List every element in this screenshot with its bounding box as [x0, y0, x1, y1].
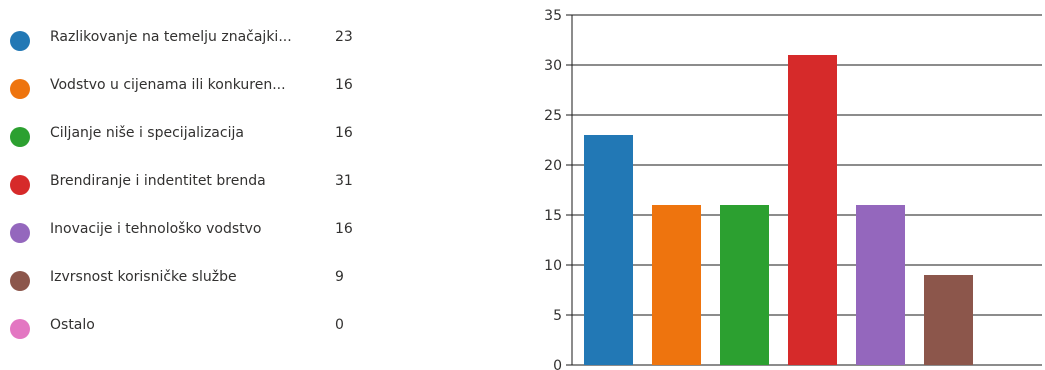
legend-item: Inovacije i tehnološko vodstvo 16: [10, 216, 370, 264]
legend-item: Brendiranje i indentitet brenda 31: [10, 168, 370, 216]
legend-count: 0: [335, 317, 344, 333]
legend-color-dot: [10, 223, 30, 243]
legend-item: Izvrsnost korisničke službe 9: [10, 264, 370, 312]
legend-count: 23: [335, 29, 353, 45]
legend-item: Vodstvo u cijenama ili konkuren... 16: [10, 72, 370, 120]
bar: [652, 205, 701, 365]
bar: [924, 275, 973, 365]
y-tick-label: 10: [544, 258, 562, 274]
legend-count: 16: [335, 77, 353, 93]
y-tick-label: 15: [544, 208, 562, 224]
legend-color-dot: [10, 271, 30, 291]
legend-count: 16: [335, 125, 353, 141]
legend-item: Razlikovanje na temelju značajki... 23: [10, 24, 370, 72]
legend-color-dot: [10, 319, 30, 339]
bar: [856, 205, 905, 365]
bar: [720, 205, 769, 365]
legend-color-dot: [10, 127, 30, 147]
legend-color-dot: [10, 79, 30, 99]
legend-color-dot: [10, 175, 30, 195]
legend-item: Ostalo 0: [10, 312, 370, 360]
bar: [584, 135, 633, 365]
y-tick-label: 20: [544, 158, 562, 174]
legend-item: Ciljanje niše i specijalizacija 16: [10, 120, 370, 168]
y-tick-label: 25: [544, 108, 562, 124]
y-tick-label: 35: [544, 8, 562, 24]
legend-count: 16: [335, 221, 353, 237]
bar: [788, 55, 837, 365]
legend-count: 31: [335, 173, 353, 189]
y-tick-label: 0: [553, 358, 562, 370]
y-tick-label: 5: [553, 308, 562, 324]
y-tick-label: 30: [544, 58, 562, 74]
legend-color-dot: [10, 31, 30, 51]
legend-count: 9: [335, 269, 344, 285]
legend: Razlikovanje na temelju značajki... 23 Vod…: [10, 24, 370, 360]
